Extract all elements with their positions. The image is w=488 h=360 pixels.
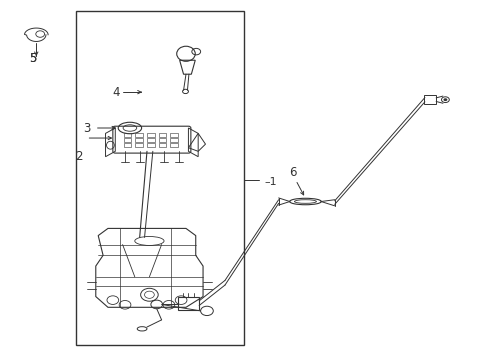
Text: 4: 4 [112,86,120,99]
Bar [170,133,178,136]
Bar [123,133,131,136]
Bar [147,133,155,136]
Bar [424,95,435,104]
Bar [147,138,155,141]
Bar [158,133,166,136]
Bar [147,143,155,147]
Bar [170,138,178,141]
Bar [135,133,143,136]
Bar [158,138,166,141]
Bar [158,143,166,147]
Bar [177,297,199,310]
Text: 3: 3 [83,122,91,135]
Bar [135,138,143,141]
Text: 6: 6 [289,166,296,179]
Bar [123,138,131,141]
Bar [76,12,244,345]
Bar [135,143,143,147]
Circle shape [443,98,447,101]
Text: 5: 5 [29,51,36,64]
Text: 5: 5 [29,51,36,64]
Bar [170,143,178,147]
Bar [123,143,131,147]
Text: –1: –1 [264,177,276,187]
Text: 2: 2 [75,150,82,163]
